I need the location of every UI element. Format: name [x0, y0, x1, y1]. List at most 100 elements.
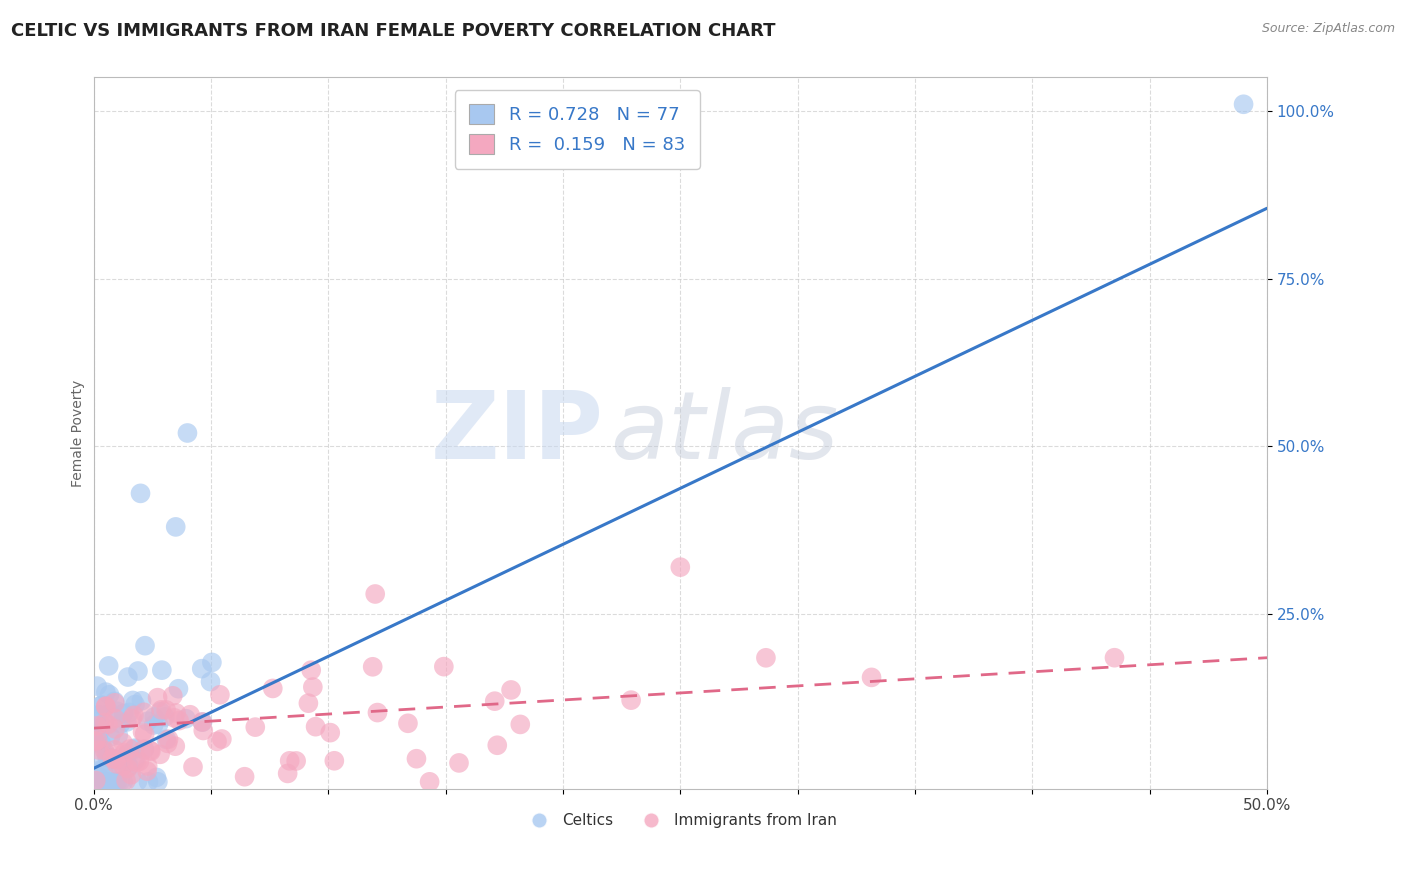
- Point: [90, 698, 112, 713]
- Point: [447, 756, 470, 770]
- Point: [364, 587, 387, 601]
- Point: [107, 774, 129, 789]
- Point: [103, 743, 125, 757]
- Point: [129, 486, 152, 500]
- Point: [396, 716, 419, 731]
- Point: [179, 707, 201, 722]
- Point: [755, 650, 778, 665]
- Point: [509, 717, 531, 731]
- Point: [156, 736, 179, 750]
- Point: [285, 754, 308, 768]
- Point: [131, 694, 153, 708]
- Point: [136, 714, 159, 729]
- Point: [104, 753, 127, 767]
- Point: [176, 425, 198, 440]
- Point: [89, 771, 111, 785]
- Point: [98, 688, 121, 702]
- Text: Source: ZipAtlas.com: Source: ZipAtlas.com: [1261, 22, 1395, 36]
- Point: [124, 741, 146, 756]
- Point: [149, 705, 172, 719]
- Point: [100, 730, 122, 744]
- Point: [89, 735, 111, 749]
- Point: [302, 680, 325, 694]
- Point: [90, 737, 112, 751]
- Point: [150, 663, 173, 677]
- Point: [484, 694, 506, 708]
- Point: [124, 698, 146, 712]
- Point: [669, 560, 692, 574]
- Point: [149, 747, 172, 762]
- Point: [132, 742, 155, 756]
- Point: [117, 747, 139, 761]
- Point: [433, 659, 456, 673]
- Point: [98, 706, 121, 720]
- Point: [125, 756, 148, 770]
- Point: [181, 760, 204, 774]
- Point: [150, 703, 173, 717]
- Point: [134, 727, 156, 741]
- Point: [118, 706, 141, 720]
- Point: [277, 766, 299, 780]
- Point: [105, 756, 128, 771]
- Point: [319, 725, 342, 739]
- Point: [118, 742, 141, 756]
- Point: [101, 751, 124, 765]
- Point: [86, 719, 108, 733]
- Point: [155, 703, 177, 717]
- Point: [200, 674, 222, 689]
- Point: [142, 718, 165, 732]
- Point: [94, 685, 117, 699]
- Point: [112, 759, 135, 773]
- Point: [94, 699, 117, 714]
- Point: [208, 688, 231, 702]
- Point: [90, 774, 112, 789]
- Point: [117, 670, 139, 684]
- Point: [153, 710, 176, 724]
- Point: [127, 774, 149, 789]
- Point: [138, 774, 160, 789]
- Point: [91, 698, 114, 712]
- Point: [165, 520, 187, 534]
- Text: ZIP: ZIP: [432, 387, 605, 479]
- Point: [89, 724, 111, 739]
- Point: [136, 759, 159, 773]
- Point: [121, 693, 143, 707]
- Point: [162, 689, 184, 703]
- Point: [148, 717, 170, 731]
- Point: [366, 706, 388, 720]
- Point: [860, 670, 883, 684]
- Point: [134, 742, 156, 756]
- Point: [167, 681, 190, 696]
- Point: [191, 715, 214, 730]
- Point: [131, 725, 153, 739]
- Point: [157, 732, 180, 747]
- Point: [262, 681, 284, 696]
- Point: [115, 714, 138, 729]
- Point: [110, 774, 132, 789]
- Point: [146, 690, 169, 705]
- Point: [104, 774, 127, 789]
- Text: atlas: atlas: [610, 387, 838, 478]
- Point: [103, 774, 125, 789]
- Point: [97, 717, 120, 731]
- Point: [96, 750, 118, 764]
- Point: [90, 763, 112, 777]
- Point: [419, 774, 441, 789]
- Point: [145, 771, 167, 785]
- Point: [86, 679, 108, 693]
- Point: [115, 756, 138, 771]
- Point: [89, 774, 111, 789]
- Point: [104, 696, 127, 710]
- Point: [165, 706, 187, 720]
- Point: [1232, 97, 1254, 112]
- Point: [167, 714, 190, 728]
- Point: [107, 728, 129, 742]
- Point: [143, 710, 166, 724]
- Point: [89, 751, 111, 765]
- Point: [163, 711, 186, 725]
- Y-axis label: Female Poverty: Female Poverty: [72, 379, 86, 487]
- Point: [110, 752, 132, 766]
- Point: [89, 707, 111, 722]
- Point: [620, 693, 643, 707]
- Point: [108, 759, 131, 773]
